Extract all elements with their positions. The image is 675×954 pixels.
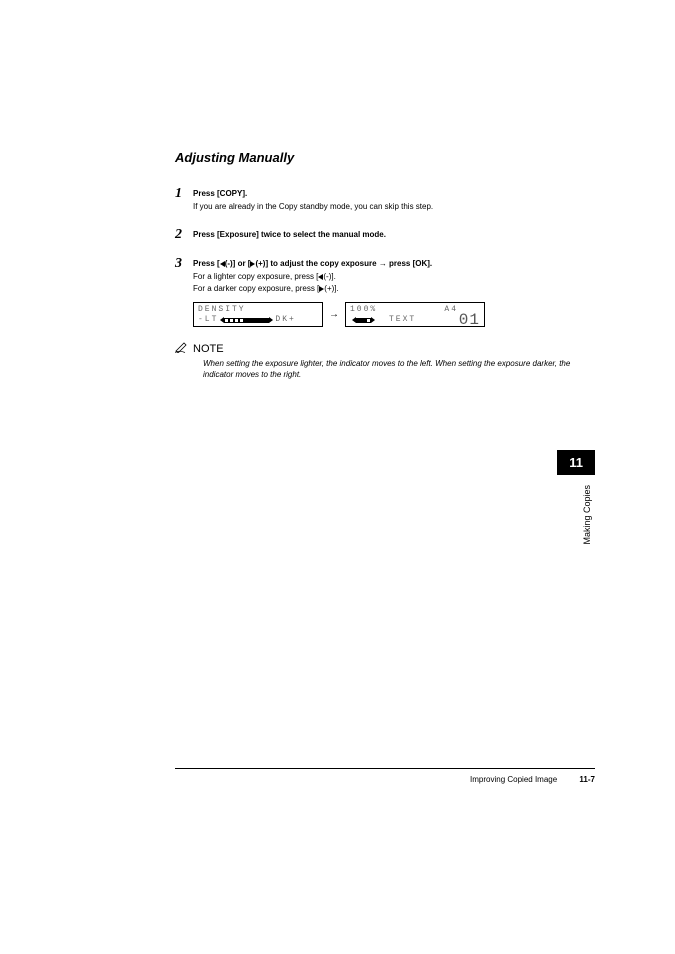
chapter-tab: 11 xyxy=(557,450,595,475)
arrow-right-icon: → xyxy=(379,259,387,268)
note-label: NOTE xyxy=(193,343,224,355)
text: (+)]. xyxy=(324,284,338,293)
note-text: When setting the exposure lighter, the i… xyxy=(203,359,595,381)
step-heading: Press [Exposure] twice to select the man… xyxy=(193,230,595,239)
status-meter xyxy=(352,317,375,323)
text: (-)]. xyxy=(323,272,335,281)
footer-title: Improving Copied Image xyxy=(470,775,557,784)
step-2: 2 Press [Exposure] twice to select the m… xyxy=(175,228,595,243)
text: (-)] or [ xyxy=(225,259,251,268)
note-heading: NOTE xyxy=(175,341,595,356)
step-heading: Press [ (-)] or [ (+)] to adjust the copy … xyxy=(193,259,595,268)
chapter-label: Making Copies xyxy=(582,485,592,545)
step-subtext: For a darker copy exposure, press [ (+)]. xyxy=(193,284,595,293)
step-number: 3 xyxy=(175,257,193,271)
lcd-density: DENSITY -LT DK+ xyxy=(193,302,323,327)
text: Press [ xyxy=(193,259,220,268)
step-3: 3 Press [ (-)] or [ (+)] to adjust the cop… xyxy=(175,257,595,296)
text: press [OK]. xyxy=(387,259,432,268)
section-title: Adjusting Manually xyxy=(175,150,595,165)
page-footer: Improving Copied Image 11-7 xyxy=(175,768,595,784)
step-body: Press [Exposure] twice to select the man… xyxy=(193,228,595,243)
pencil-icon xyxy=(175,341,189,356)
lcd-label-left: -LT xyxy=(198,315,218,325)
lcd-percent: 100% xyxy=(350,305,377,315)
step-body: Press [ (-)] or [ (+)] to adjust the copy … xyxy=(193,257,595,296)
arrow-right-icon: → xyxy=(329,309,339,320)
text: For a darker copy exposure, press [ xyxy=(193,284,319,293)
lcd-paper-size: A4 xyxy=(444,305,458,315)
step-number: 2 xyxy=(175,228,193,242)
step-number: 1 xyxy=(175,187,193,201)
density-meter xyxy=(220,317,273,323)
text: For a lighter copy exposure, press [ xyxy=(193,272,318,281)
text: (+)] to adjust the copy exposure xyxy=(255,259,378,268)
step-1: 1 Press [COPY]. If you are already in th… xyxy=(175,187,595,214)
lcd-label-right: DK+ xyxy=(275,315,295,325)
step-subtext: For a lighter copy exposure, press [ (-)]… xyxy=(193,272,595,281)
lcd-line: TEXT 01 xyxy=(350,315,480,325)
lcd-line: -LT DK+ xyxy=(198,315,318,325)
lcd-mode: TEXT xyxy=(389,315,416,325)
lcd-status: 100% A4 TEXT 01 xyxy=(345,302,485,327)
lcd-line: DENSITY xyxy=(198,305,318,315)
copy-count: 01 xyxy=(459,310,480,330)
step-body: Press [COPY]. If you are already in the … xyxy=(193,187,595,214)
note-block: NOTE When setting the exposure lighter, … xyxy=(175,341,595,381)
step-heading: Press [COPY]. xyxy=(193,189,595,198)
page-number: 11-7 xyxy=(579,775,595,784)
manual-page: Adjusting Manually 1 Press [COPY]. If yo… xyxy=(0,0,675,954)
step-subtext: If you are already in the Copy standby m… xyxy=(193,202,595,211)
lcd-display-row: DENSITY -LT DK+ → 100% A4 TEXT 01 xyxy=(193,302,595,327)
